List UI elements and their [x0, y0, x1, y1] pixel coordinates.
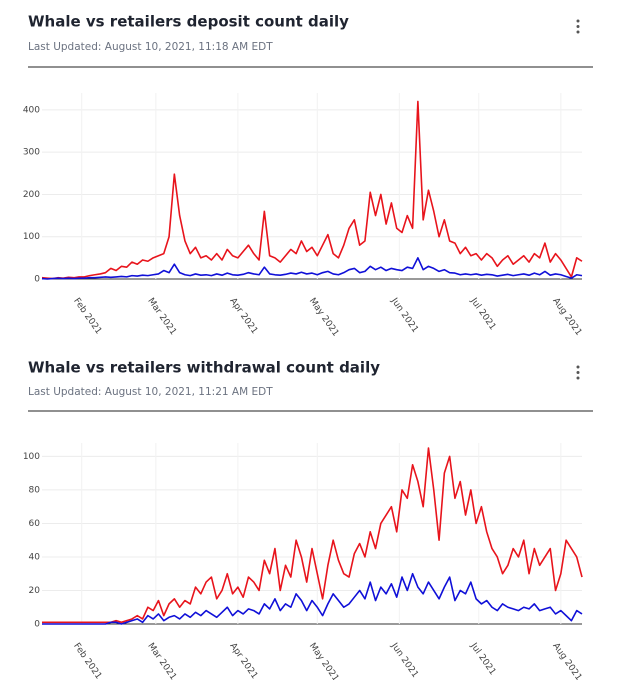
y-tick-label: 400 — [23, 105, 40, 115]
menu-dot — [576, 30, 580, 34]
x-tick-label: Feb 2021 — [71, 296, 103, 336]
menu-dot — [576, 365, 580, 369]
line-series — [42, 572, 583, 625]
x-tick-label: Mar 2021 — [145, 296, 178, 337]
chart-subtitle: Last Updated: August 10, 2021, 11:21 AM … — [28, 386, 273, 398]
x-tick-label: May 2021 — [307, 641, 341, 680]
x-tick-label: Mar 2021 — [145, 641, 178, 680]
x-tick-label: Jul 2021 — [468, 641, 498, 678]
x-tick-label: Feb 2021 — [71, 641, 103, 680]
menu-dot — [576, 19, 580, 23]
x-tick-label: Jul 2021 — [468, 296, 498, 333]
menu-dot — [576, 376, 580, 380]
line-series — [41, 257, 583, 280]
chart-title: Whale vs retailers deposit count daily — [28, 13, 349, 31]
chart-title: Whale vs retailers withdrawal count dail… — [28, 359, 380, 377]
y-tick-label: 0 — [34, 275, 40, 285]
x-tick-label: Jun 2021 — [388, 641, 420, 680]
line-series — [41, 100, 583, 280]
y-tick-label: 100 — [23, 232, 40, 242]
menu-dot — [576, 371, 580, 374]
x-tick-label: May 2021 — [307, 296, 341, 338]
menu-button[interactable] — [576, 19, 580, 34]
y-tick-label: 20 — [29, 586, 41, 596]
menu-dot — [576, 25, 580, 28]
line-series — [42, 447, 583, 624]
menu-button[interactable] — [576, 365, 580, 380]
x-tick-label: Jun 2021 — [388, 296, 420, 335]
x-tick-label: Apr 2021 — [227, 296, 259, 336]
y-tick-label: 200 — [23, 190, 40, 200]
y-tick-label: 0 — [34, 620, 40, 630]
x-tick-label: Aug 2021 — [550, 296, 583, 337]
chart-subtitle: Last Updated: August 10, 2021, 11:18 AM … — [28, 41, 273, 53]
y-tick-label: 100 — [23, 452, 40, 462]
x-tick-label: Apr 2021 — [227, 641, 259, 680]
x-tick-label: Aug 2021 — [550, 641, 583, 680]
y-tick-label: 300 — [23, 148, 40, 158]
y-tick-label: 80 — [29, 485, 41, 495]
y-tick-label: 60 — [29, 519, 41, 529]
y-tick-label: 40 — [29, 552, 41, 562]
